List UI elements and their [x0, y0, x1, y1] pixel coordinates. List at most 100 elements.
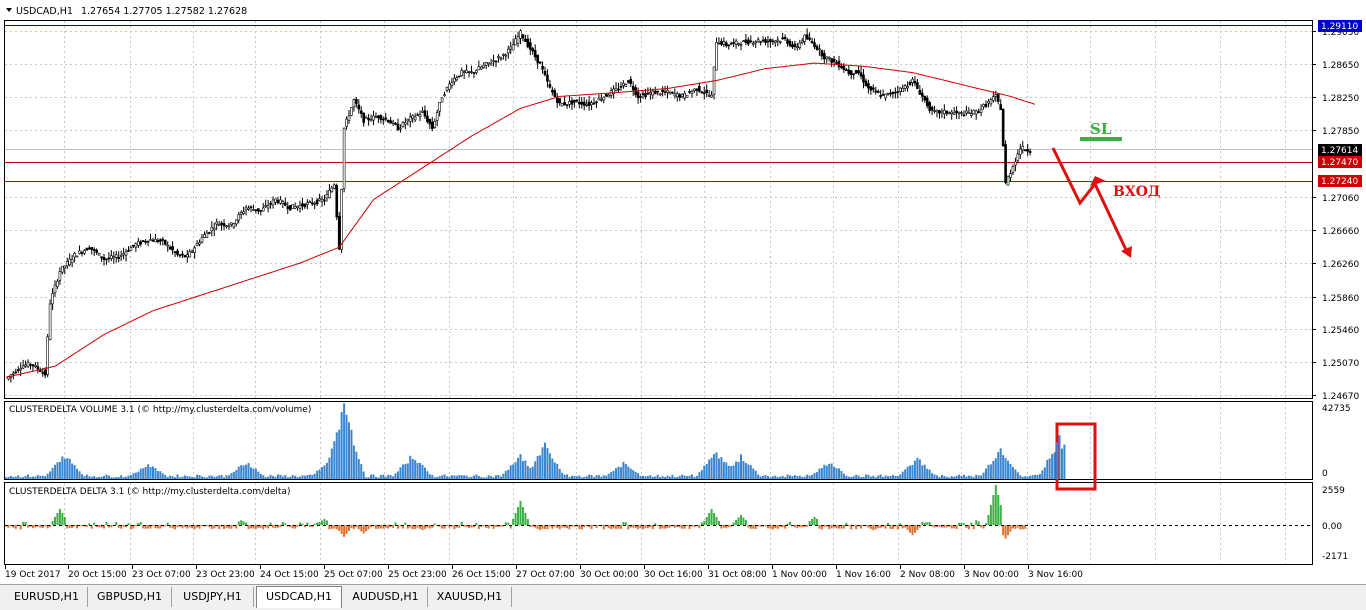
- candle-body: [306, 202, 309, 205]
- tab-xauusd[interactable]: XAUUSD,H1: [428, 587, 512, 607]
- tab-usdcad[interactable]: USDCAD,H1: [256, 586, 342, 608]
- candle-body: [773, 40, 777, 43]
- volume-bar: [975, 474, 978, 479]
- candle-body: [651, 90, 655, 96]
- volume-bar: [644, 476, 647, 479]
- delta-bar: [688, 525, 691, 530]
- volume-bar: [514, 462, 517, 479]
- delta-bar: [274, 525, 277, 529]
- candle-body: [597, 97, 601, 101]
- main-chart-frame: [4, 20, 1313, 399]
- candle-body: [198, 242, 201, 245]
- candle-body: [95, 249, 98, 253]
- candle-body: [631, 85, 635, 91]
- candle-body: [800, 40, 804, 43]
- delta-bar: [815, 519, 818, 525]
- delta-bar: [654, 523, 657, 525]
- delta-bar: [727, 525, 730, 528]
- delta-bar: [164, 525, 167, 527]
- tab-eurusd[interactable]: EURUSD,H1: [6, 587, 88, 607]
- volume-bar: [311, 475, 314, 479]
- tab-audusd[interactable]: AUDUSD,H1: [344, 587, 428, 607]
- candle-body: [913, 80, 917, 84]
- delta-bar: [637, 525, 640, 530]
- symbol-dropdown-icon[interactable]: [6, 8, 12, 12]
- volume-bar: [463, 475, 466, 479]
- delta-bar: [975, 520, 978, 525]
- delta-bar: [1009, 525, 1012, 532]
- entry-arrow[interactable]: [1051, 147, 1129, 253]
- candle-body: [514, 38, 517, 46]
- delta-bar: [517, 507, 520, 525]
- delta-bar: [619, 525, 622, 529]
- candle-body: [367, 117, 370, 121]
- delta-bar: [850, 525, 853, 530]
- delta-bar: [340, 525, 343, 534]
- volume-bar: [857, 475, 860, 479]
- volume-bar: [801, 476, 804, 479]
- candle-body: [477, 66, 481, 71]
- delta-bar: [14, 525, 17, 529]
- delta-bar: [19, 525, 22, 530]
- tab-usdjpy[interactable]: USDJPY,H1: [172, 587, 254, 607]
- volume-bar: [1014, 469, 1017, 479]
- volume-bar: [617, 466, 620, 479]
- candle-body: [482, 64, 486, 68]
- volume-bar: [607, 473, 610, 479]
- volume-bar: [1056, 442, 1059, 479]
- volume-bar: [39, 475, 42, 479]
- candle-body: [359, 110, 363, 114]
- delta-bar: [923, 522, 926, 525]
- candle-body: [14, 371, 18, 374]
- candle-body: [560, 103, 564, 107]
- volume-bar: [51, 467, 54, 479]
- delta-bar: [387, 525, 390, 529]
- volume-bar: [1002, 455, 1005, 479]
- volume-bar: [847, 476, 850, 479]
- delta-bar: [744, 520, 747, 525]
- candle-body: [315, 199, 319, 205]
- candle-body: [977, 111, 980, 113]
- volume-bar: [921, 465, 924, 479]
- delta-bar: [58, 509, 61, 525]
- delta-bar: [367, 525, 370, 530]
- candle-body: [97, 253, 101, 256]
- volume-bar: [926, 468, 929, 479]
- volume-bar: [1036, 475, 1039, 479]
- tab-gbpusd[interactable]: GBPUSD,H1: [88, 587, 172, 607]
- price-chart[interactable]: SL ВХОД USDCAD,H1 1.27654 1.27705 1.27582…: [0, 0, 1366, 584]
- volume-bar: [967, 475, 970, 479]
- volume-bar: [808, 475, 811, 479]
- delta-bar: [250, 525, 252, 529]
- volume-bar: [279, 474, 282, 479]
- volume-bar: [583, 476, 586, 479]
- candle-body: [957, 111, 961, 114]
- volume-bar: [637, 473, 640, 479]
- volume-bar: [681, 474, 684, 479]
- delta-bar: [710, 509, 713, 525]
- delta-bar: [54, 517, 56, 525]
- volume-bar: [806, 474, 809, 479]
- volume-bar: [382, 474, 385, 479]
- volume-bar: [29, 477, 32, 479]
- candle-body: [925, 97, 929, 106]
- volume-bar: [284, 475, 287, 479]
- volume-bar: [330, 448, 333, 479]
- volume-bar: [600, 476, 603, 479]
- volume-bar: [7, 476, 10, 479]
- delta-bar: [705, 517, 708, 525]
- volume-bar: [441, 475, 444, 479]
- delta-bar: [722, 525, 725, 528]
- candle-body: [614, 87, 618, 91]
- price-tag-top: 1.29110: [1321, 22, 1358, 32]
- volume-bar: [210, 475, 213, 479]
- delta-bar: [610, 525, 613, 530]
- volume-bar: [88, 476, 91, 479]
- volume-bar: [752, 468, 755, 479]
- candle-body: [671, 91, 674, 94]
- volume-bar: [404, 463, 407, 479]
- delta-bar: [34, 525, 37, 528]
- candle-body: [702, 92, 706, 94]
- delta-bar: [352, 525, 355, 529]
- delta-bar: [100, 525, 103, 528]
